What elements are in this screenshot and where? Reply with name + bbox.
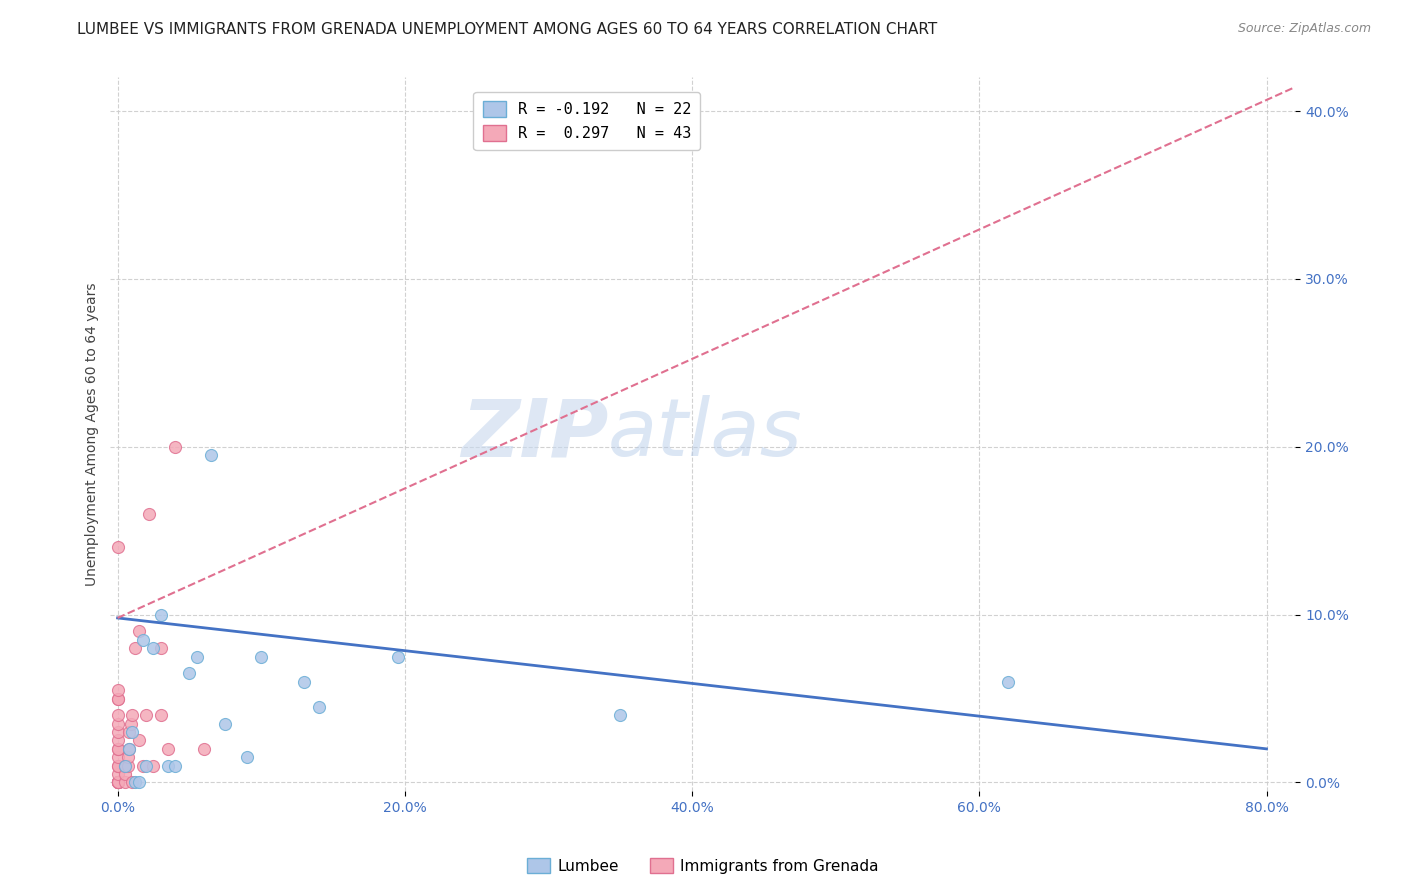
Point bbox=[149, 708, 172, 723]
Point bbox=[163, 440, 186, 454]
Point bbox=[200, 448, 222, 462]
Point bbox=[107, 775, 129, 789]
Point bbox=[142, 758, 165, 772]
Point bbox=[609, 708, 631, 723]
Point bbox=[107, 691, 129, 706]
Legend: Lumbee, Immigrants from Grenada: Lumbee, Immigrants from Grenada bbox=[522, 852, 884, 880]
Point bbox=[156, 742, 179, 756]
Point bbox=[128, 624, 150, 639]
Point bbox=[121, 708, 143, 723]
Text: ZIP: ZIP bbox=[461, 395, 607, 473]
Point bbox=[179, 666, 201, 681]
Point bbox=[193, 742, 215, 756]
Point bbox=[107, 775, 129, 789]
Point bbox=[118, 742, 141, 756]
Point bbox=[107, 725, 129, 739]
Point bbox=[135, 708, 157, 723]
Point bbox=[107, 742, 129, 756]
Point bbox=[117, 750, 139, 764]
Point bbox=[114, 767, 136, 781]
Point bbox=[387, 649, 409, 664]
Point bbox=[107, 541, 129, 555]
Point bbox=[117, 758, 139, 772]
Point bbox=[107, 691, 129, 706]
Point bbox=[107, 767, 129, 781]
Point bbox=[107, 733, 129, 747]
Point bbox=[132, 632, 155, 647]
Point bbox=[107, 758, 129, 772]
Point bbox=[135, 758, 157, 772]
Legend: R = -0.192   N = 22, R =  0.297   N = 43: R = -0.192 N = 22, R = 0.297 N = 43 bbox=[474, 92, 700, 150]
Point bbox=[118, 725, 141, 739]
Point bbox=[107, 750, 129, 764]
Point bbox=[124, 641, 146, 656]
Text: atlas: atlas bbox=[607, 395, 803, 473]
Point bbox=[124, 775, 146, 789]
Point bbox=[121, 725, 143, 739]
Point bbox=[120, 716, 142, 731]
Point bbox=[114, 758, 136, 772]
Point bbox=[128, 775, 150, 789]
Point bbox=[118, 742, 141, 756]
Point bbox=[132, 758, 155, 772]
Point bbox=[214, 716, 236, 731]
Point bbox=[107, 742, 129, 756]
Point bbox=[308, 699, 330, 714]
Point bbox=[107, 775, 129, 789]
Point bbox=[186, 649, 208, 664]
Point bbox=[114, 775, 136, 789]
Point bbox=[107, 708, 129, 723]
Point bbox=[163, 758, 186, 772]
Point bbox=[107, 683, 129, 698]
Text: LUMBEE VS IMMIGRANTS FROM GRENADA UNEMPLOYMENT AMONG AGES 60 TO 64 YEARS CORRELA: LUMBEE VS IMMIGRANTS FROM GRENADA UNEMPL… bbox=[77, 22, 938, 37]
Point bbox=[138, 507, 160, 521]
Point bbox=[997, 674, 1019, 689]
Point bbox=[128, 733, 150, 747]
Y-axis label: Unemployment Among Ages 60 to 64 years: Unemployment Among Ages 60 to 64 years bbox=[86, 283, 100, 586]
Point bbox=[107, 775, 129, 789]
Point bbox=[107, 775, 129, 789]
Point bbox=[292, 674, 315, 689]
Point bbox=[156, 758, 179, 772]
Point bbox=[107, 775, 129, 789]
Point bbox=[107, 775, 129, 789]
Point bbox=[107, 716, 129, 731]
Point bbox=[236, 750, 259, 764]
Text: Source: ZipAtlas.com: Source: ZipAtlas.com bbox=[1237, 22, 1371, 36]
Point bbox=[142, 641, 165, 656]
Point bbox=[114, 758, 136, 772]
Point bbox=[250, 649, 273, 664]
Point bbox=[107, 758, 129, 772]
Point bbox=[149, 641, 172, 656]
Point bbox=[121, 775, 143, 789]
Point bbox=[149, 607, 172, 622]
